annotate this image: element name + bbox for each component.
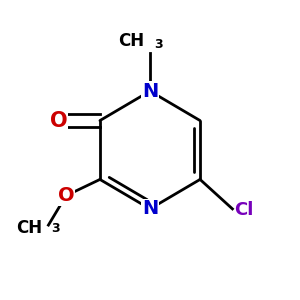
Text: CH: CH [16,219,43,237]
Text: O: O [50,111,68,130]
Text: N: N [142,200,158,218]
Text: 3: 3 [154,38,163,51]
Text: 3: 3 [52,221,60,235]
Text: N: N [142,82,158,100]
Text: CH: CH [118,32,144,50]
Text: Cl: Cl [234,201,253,219]
Text: O: O [58,186,74,205]
